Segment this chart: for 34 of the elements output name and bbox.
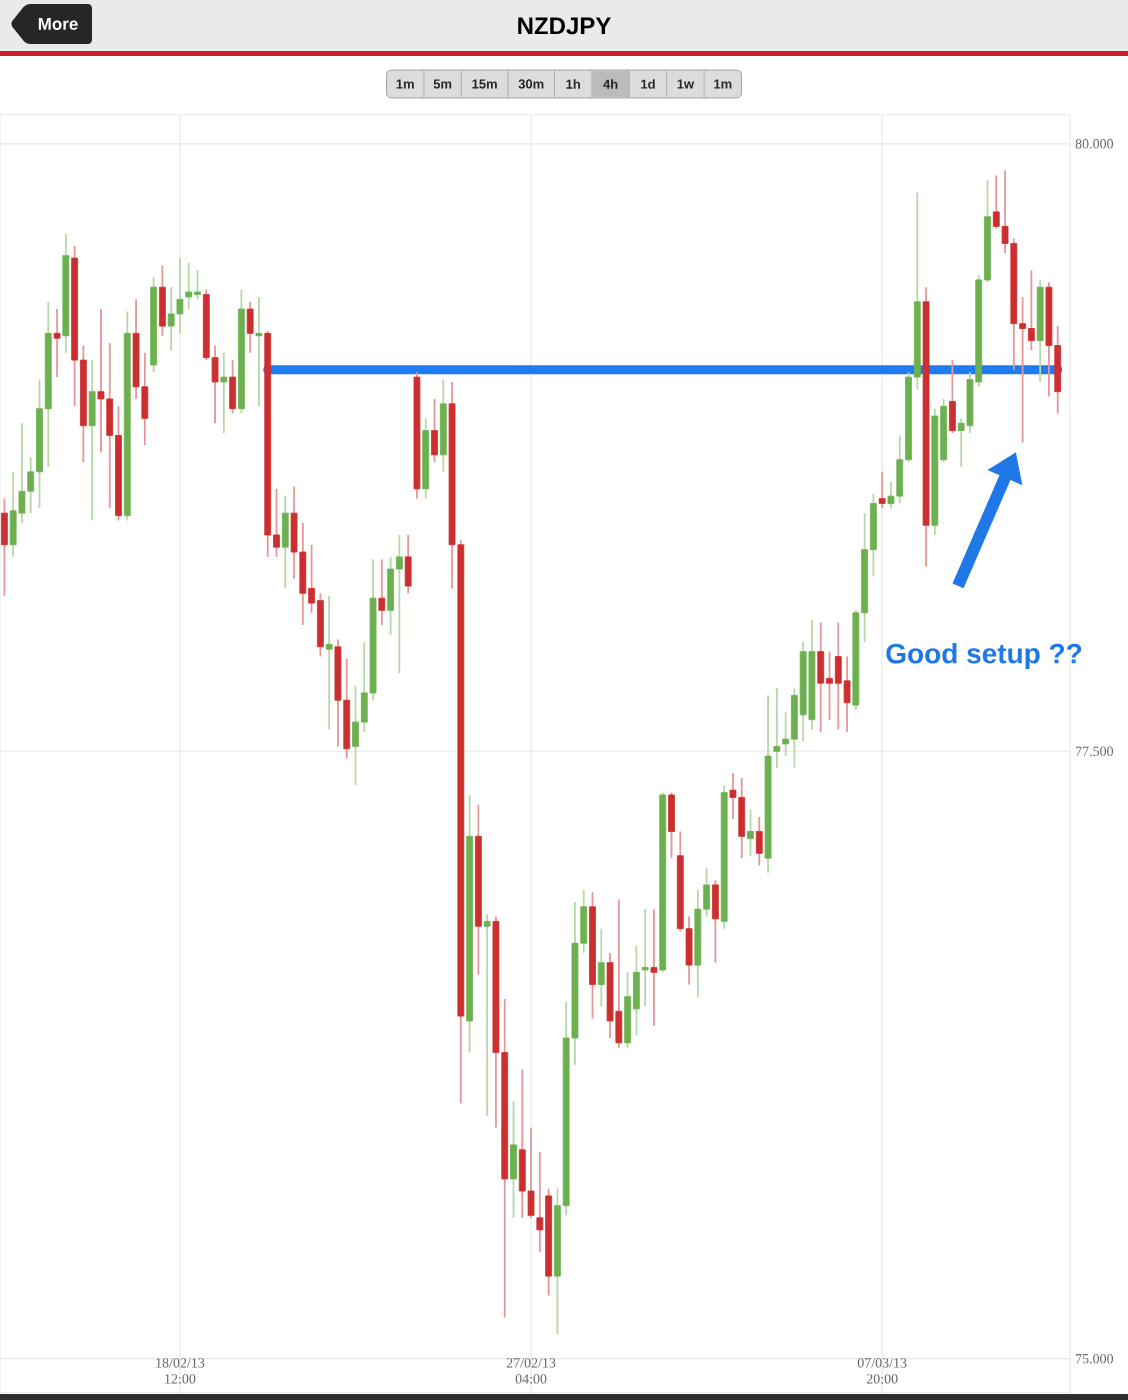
candlestick bbox=[229, 359, 236, 415]
candlestick bbox=[325, 594, 333, 731]
text: More bbox=[38, 18, 78, 30]
candlestick bbox=[747, 808, 754, 857]
candlestick bbox=[378, 558, 386, 626]
candlestick bbox=[53, 308, 61, 378]
candlestick bbox=[176, 257, 184, 335]
candlestick bbox=[255, 296, 263, 408]
candlestick bbox=[185, 262, 193, 310]
candlestick bbox=[246, 300, 254, 354]
candlestick bbox=[88, 359, 96, 522]
candlestick bbox=[949, 359, 956, 434]
candlestick bbox=[817, 621, 825, 733]
candlestick bbox=[483, 913, 491, 1117]
candlestick bbox=[650, 908, 658, 1027]
candlestick bbox=[159, 264, 166, 337]
candlestick bbox=[431, 398, 438, 464]
candlestick bbox=[712, 879, 719, 964]
annotation: Good setup ?? bbox=[886, 642, 1082, 670]
candlestick bbox=[641, 908, 649, 1008]
candlestick bbox=[220, 351, 228, 434]
candlestick bbox=[597, 927, 605, 1008]
candlestick bbox=[510, 1100, 517, 1219]
candlestick bbox=[404, 534, 412, 595]
candlestick bbox=[773, 687, 781, 770]
candlestick bbox=[755, 815, 763, 867]
candlestick bbox=[97, 308, 105, 454]
candlestick bbox=[0, 497, 8, 597]
candlestick bbox=[668, 791, 675, 860]
chart-title: NZDJPY bbox=[518, 17, 611, 35]
candlestick bbox=[843, 655, 851, 733]
candlestick bbox=[527, 1126, 535, 1219]
candlestick bbox=[878, 470, 886, 510]
candlestick bbox=[281, 495, 289, 590]
